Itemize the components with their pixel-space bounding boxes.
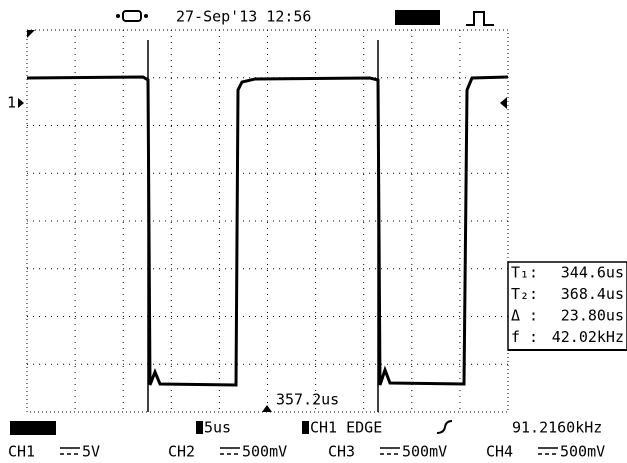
trigger-position-arrow	[262, 405, 272, 412]
coupling-icon	[220, 447, 240, 455]
trigger-icon	[466, 11, 494, 26]
coupling-icon	[538, 447, 558, 455]
readout-box	[507, 261, 627, 351]
cursor-value: 368.4us	[561, 285, 624, 303]
trigger-frequency: 91.2160kHz	[512, 419, 602, 437]
coupling-icon	[60, 447, 80, 455]
channel-scale: 500mV	[402, 443, 447, 461]
channel-row: CH1 5V CH2 500mV CH3 500mV CH4 500mV	[8, 443, 605, 461]
timebase: 5us	[204, 419, 231, 437]
timebase-block	[196, 421, 203, 434]
trigger-level-arrow	[500, 97, 507, 109]
channel-arrow	[18, 98, 24, 108]
trigger-mode: CH1 EDGE	[310, 419, 382, 437]
ch1-status-block	[10, 421, 56, 435]
channel-marker: 1	[7, 94, 16, 112]
channel-scale: 500mV	[242, 443, 287, 461]
cursor-label: f :	[511, 328, 538, 346]
coupling-icon	[380, 447, 400, 455]
channel-scale: 500mV	[560, 443, 605, 461]
datetime: 27-Sep'13 12:56	[176, 8, 311, 26]
cursor-label: T₁:	[511, 264, 538, 282]
cursor-value: 42.02kHz	[552, 328, 624, 346]
channel-name: CH4	[486, 443, 513, 461]
cursor-readout	[507, 261, 627, 351]
cursor-value: 23.80us	[561, 307, 624, 325]
cursor-label: Δ :	[511, 307, 538, 325]
channel-name: CH3	[328, 443, 355, 461]
waveform-ch1	[26, 75, 509, 387]
corner-mark	[27, 30, 35, 38]
trigger-block	[302, 421, 309, 434]
channel-scale: 5V	[82, 443, 100, 461]
cursor-label: T₂:	[511, 285, 538, 303]
usb-icon	[116, 10, 148, 22]
trigger-position: 357.2us	[276, 391, 339, 409]
channel-name: CH1	[8, 443, 35, 461]
edge-icon	[436, 420, 453, 434]
status-block	[395, 10, 440, 25]
cursor-value: 344.6us	[561, 264, 624, 282]
channel-name: CH2	[168, 443, 195, 461]
